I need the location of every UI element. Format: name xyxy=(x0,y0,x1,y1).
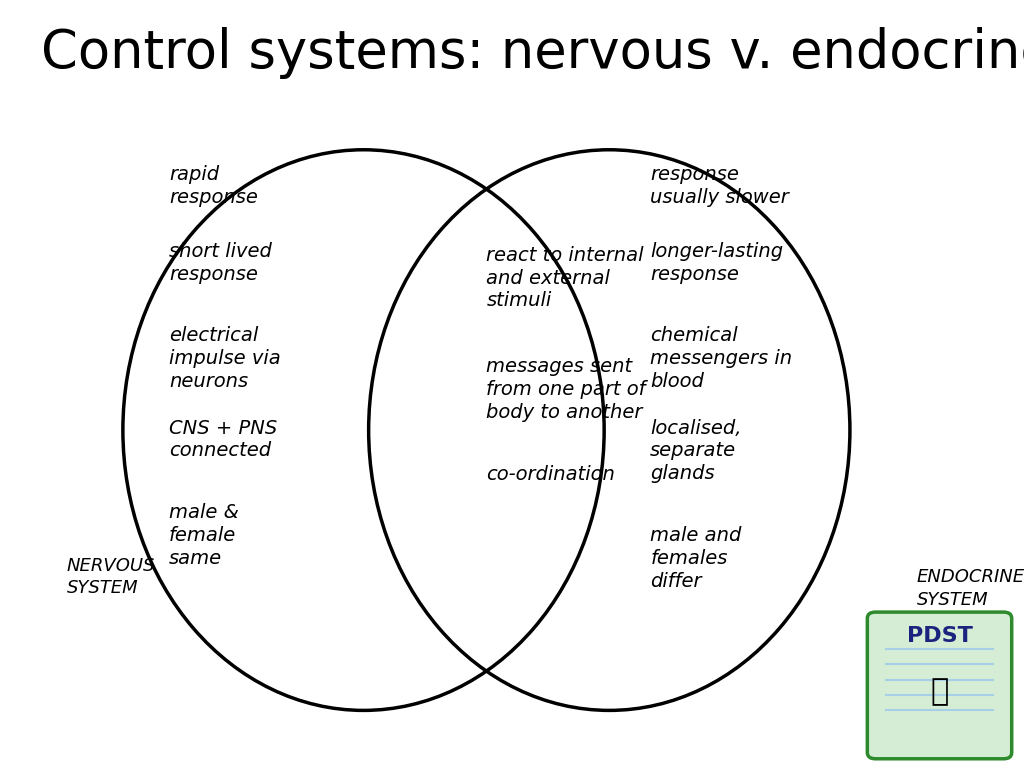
Text: co-ordination: co-ordination xyxy=(486,465,615,484)
Text: react to internal
and external
stimuli: react to internal and external stimuli xyxy=(486,246,644,310)
Text: electrical
impulse via
neurons: electrical impulse via neurons xyxy=(169,326,281,391)
Text: male &
female
same: male & female same xyxy=(169,503,239,568)
Text: chemical
messengers in
blood: chemical messengers in blood xyxy=(650,326,793,391)
Text: NERVOUS
SYSTEM: NERVOUS SYSTEM xyxy=(67,557,155,597)
Text: 🌿: 🌿 xyxy=(931,677,948,707)
Text: longer-lasting
response: longer-lasting response xyxy=(650,242,783,283)
Text: rapid
response: rapid response xyxy=(169,165,258,207)
Text: CNS + PNS
connected: CNS + PNS connected xyxy=(169,419,278,460)
Text: messages sent
from one part of
body to another: messages sent from one part of body to a… xyxy=(486,357,646,422)
Text: Control systems: nervous v. endocrine: Control systems: nervous v. endocrine xyxy=(41,27,1024,79)
Text: male and
females
differ: male and females differ xyxy=(650,526,741,591)
Text: ENDOCRINE
SYSTEM: ENDOCRINE SYSTEM xyxy=(916,568,1024,608)
Text: localised,
separate
glands: localised, separate glands xyxy=(650,419,741,483)
Text: short lived
response: short lived response xyxy=(169,242,271,283)
Text: response
usually slower: response usually slower xyxy=(650,165,788,207)
Text: PDST: PDST xyxy=(906,626,973,646)
FancyBboxPatch shape xyxy=(867,612,1012,759)
